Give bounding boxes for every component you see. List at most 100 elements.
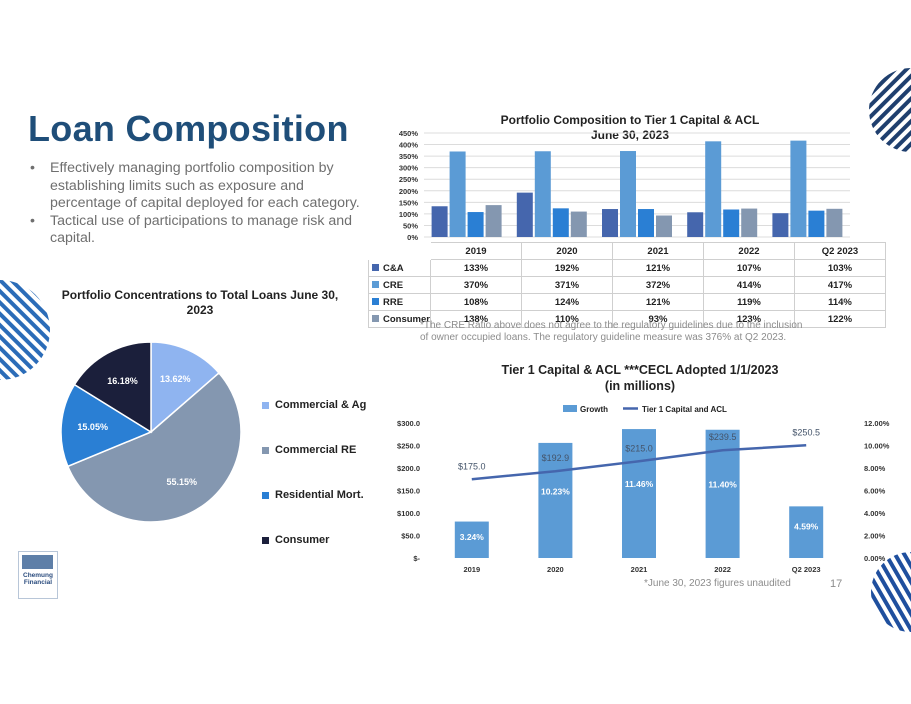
legend-swatch (262, 536, 269, 544)
tier1-capital-line (471, 444, 807, 481)
composition-chart: 0% 50% 100% 150% 200% 250% 300% 350% 400% 450% (399, 129, 850, 240)
tier1-capital-chart: Growth Tier 1 Capital and ACL $- $50.0 $100.… (397, 405, 890, 574)
bar-consumer (570, 211, 587, 237)
y-left-tick-label: $100.0 (397, 509, 420, 518)
y-tick-label: 200% (399, 187, 419, 196)
chart-subtitle: (in millions) (604, 379, 676, 393)
y-left-tick-label: $- (413, 554, 420, 563)
table-cell: 121% (611, 293, 704, 311)
tier1-capital-label: $239.5 (709, 432, 737, 442)
legend-label: Tier 1 Capital and ACL (642, 405, 727, 414)
bar-rre (808, 210, 825, 237)
row-label-cre: CRE (368, 276, 431, 294)
pie-slice-label: 16.18% (107, 376, 138, 386)
x-tick-label: 2020 (547, 565, 564, 574)
tier1-capital-label: $175.0 (458, 461, 486, 471)
bar-cre (790, 140, 807, 237)
growth-bar-label: 4.59% (794, 522, 819, 532)
y-right-tick-label: 0.00% (864, 554, 886, 563)
table-row: C&A 133% 192% 121% 107% 103% (368, 259, 886, 277)
y-tick-label: 350% (399, 152, 419, 161)
row-label-consumer: Consumer (368, 310, 431, 328)
table-cell: 110% (520, 310, 613, 328)
y-left-tick-label: $150.0 (397, 487, 420, 496)
bar-ca (687, 212, 704, 237)
y-tick-label: 250% (399, 175, 419, 184)
row-label-rre: RRE (368, 293, 431, 311)
growth-bar (454, 521, 489, 558)
table-cell: 371% (520, 276, 613, 294)
company-logo: Chemung Financial (18, 551, 58, 599)
bullet-item: Tactical use of participations to manage… (30, 213, 375, 248)
bar-cre (705, 141, 722, 237)
x-tick-label: 2019 (463, 565, 480, 574)
y-left-tick-label: $50.0 (401, 532, 420, 541)
table-cell: 192% (520, 259, 613, 277)
table-cell: 121% (611, 259, 704, 277)
chart-subtitle: June 30, 2023 (590, 128, 670, 142)
table-cell: 414% (702, 276, 795, 294)
concentration-pie-chart: 13.62% 55.15% 15.05% 16.18% (60, 341, 242, 523)
bullet-item: Effectively managing portfolio compositi… (30, 160, 375, 213)
y-right-tick-label: 10.00% (864, 442, 890, 451)
bar-rre (638, 209, 654, 237)
page-number: 17 (830, 578, 843, 590)
legend-item: Residential Mort. (262, 484, 366, 506)
bullet-list: Effectively managing portfolio compositi… (30, 160, 375, 248)
legend-swatch (372, 314, 379, 322)
logo-text: Chemung Financial (23, 572, 53, 586)
pie-legend: Commercial & Ag Commercial RE Residentia… (262, 394, 366, 574)
table-cell: 417% (793, 276, 886, 294)
chart-title: Portfolio Composition to Tier 1 Capital … (500, 113, 760, 127)
y-tick-label: 0% (407, 233, 418, 240)
table-header-cell: Q2 2023 (793, 242, 886, 260)
y-left-tick-label: $250.0 (397, 442, 420, 451)
table-header-cell: 2020 (520, 242, 613, 260)
chart-legend: Growth Tier 1 Capital and ACL (563, 405, 727, 414)
y-tick-label: 300% (399, 164, 419, 173)
legend-swatch (372, 280, 379, 288)
bar-ca (431, 206, 448, 237)
bar-cre (620, 151, 636, 237)
legend-item: Consumer (262, 529, 366, 551)
table-header-cell: 2019 (429, 242, 522, 260)
table-cell: 372% (611, 276, 704, 294)
table-cell: 107% (702, 259, 795, 277)
bar-consumer (826, 208, 843, 237)
growth-bar (789, 506, 824, 558)
pie-slice (66, 371, 242, 523)
tier1-capital-label: $192.9 (542, 453, 570, 463)
table-cell: 108% (429, 293, 522, 311)
legend-swatch (563, 405, 577, 412)
x-tick-label: 2021 (631, 565, 648, 574)
legend-swatch (372, 297, 379, 305)
tier1-capital-label: $250.5 (792, 427, 820, 437)
pie-slice-label: 15.05% (77, 422, 108, 432)
y-left-tick-label: $300.0 (397, 419, 420, 428)
y-right-tick-label: 12.00% (864, 419, 890, 428)
table-cell: 122% (793, 310, 886, 328)
composition-chart-title: Portfolio Composition to Tier 1 Capital … (420, 113, 840, 143)
y-tick-label: 400% (399, 141, 419, 150)
growth-bar-label: 11.46% (625, 479, 654, 489)
growth-bar-label: 10.23% (541, 487, 570, 497)
pie-slice-label: 55.15% (166, 477, 197, 487)
y-right-tick-label: 4.00% (864, 509, 886, 518)
table-cell: 124% (520, 293, 613, 311)
y-tick-label: 50% (403, 221, 418, 230)
unaudited-footnote: *June 30, 2023 figures unaudited (644, 578, 791, 589)
legend-swatch (262, 491, 269, 499)
chart-title: Tier 1 Capital & ACL ***CECL Adopted 1/1… (501, 363, 779, 377)
pie-chart-title: Portfolio Concentrations to Total Loans … (61, 288, 339, 317)
pie-slice (73, 341, 152, 434)
growth-bar-label: 3.24% (460, 532, 485, 542)
x-tick-label: 2022 (714, 565, 731, 574)
y-left-tick-label: $200.0 (397, 464, 420, 473)
bar-consumer (741, 208, 758, 237)
legend-item: Commercial RE (262, 439, 366, 461)
legend-swatch (372, 263, 379, 271)
growth-bar (622, 429, 656, 558)
table-cell: 370% (429, 276, 522, 294)
table-header-cell: 2021 (611, 242, 704, 260)
